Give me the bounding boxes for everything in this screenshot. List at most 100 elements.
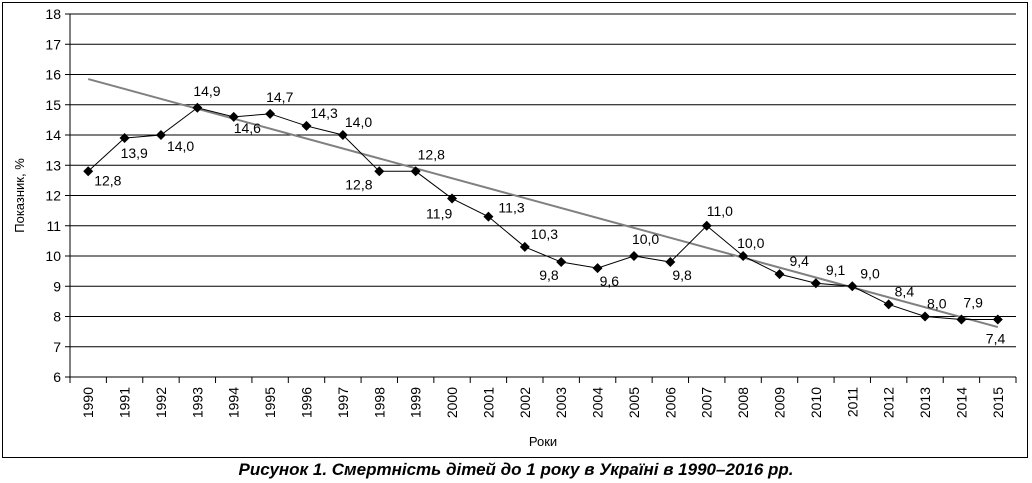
x-tick-label: 2010 [808, 387, 824, 418]
x-tick-label: 1993 [189, 387, 205, 418]
data-point [83, 166, 94, 177]
data-point [556, 257, 567, 268]
x-tick-label: 1998 [371, 387, 387, 418]
data-point [265, 108, 276, 119]
data-label: 14,0 [345, 114, 372, 130]
x-tick-label: 1994 [226, 387, 242, 418]
data-point [519, 241, 530, 252]
x-tick-label: 1990 [80, 387, 96, 418]
x-tick-label: 2005 [626, 387, 642, 418]
data-label: 9,0 [860, 265, 880, 281]
data-point [701, 220, 712, 231]
x-tick-label: 1996 [299, 387, 315, 418]
x-tick-label: 1995 [262, 387, 278, 418]
x-tick-label: 2009 [772, 387, 788, 418]
series-layer [83, 102, 1003, 325]
y-tick-label: 8 [53, 309, 61, 325]
x-tick-label: 2013 [917, 387, 933, 418]
x-tick-label: 1997 [335, 387, 351, 418]
data-labels: 12,813,9 14,014,914,614,714,314,012,812,8… [94, 83, 1005, 347]
data-point [337, 130, 348, 140]
data-label: 10,0 [737, 235, 764, 251]
data-label: 7,4 [986, 331, 1006, 347]
data-label: 9,8 [539, 267, 559, 283]
data-point [883, 299, 894, 310]
x-tick-label: 2003 [553, 387, 569, 418]
y-tick-label: 18 [45, 6, 61, 22]
x-tick-label: 2000 [444, 387, 460, 418]
x-tick-label: 2004 [590, 387, 606, 418]
data-label: 9,6 [600, 273, 620, 289]
y-tick-label: 9 [53, 278, 61, 294]
data-point [155, 130, 166, 140]
x-tick-label: 1991 [117, 387, 133, 418]
axes [65, 13, 1017, 383]
data-label: 14,6 [234, 120, 261, 136]
data-label: 13,9 [121, 145, 148, 161]
y-tick-label: 11 [46, 218, 61, 234]
y-tick-label: 7 [53, 339, 61, 355]
x-tick-label: 2011 [844, 387, 860, 417]
data-point [956, 314, 967, 325]
y-axis-tick-labels: 6 7 8 9 10 11 12 13 14 15 16 17 18 [45, 6, 61, 385]
data-label: 10,0 [632, 231, 659, 247]
data-point [447, 193, 458, 204]
trendline-layer [87, 78, 999, 329]
x-axis-tick-labels: 1990 1991 1992 1993 1994 1995 1996 1997 1998 1999… [80, 387, 1006, 418]
y-tick-label: 12 [45, 188, 61, 204]
x-tick-label: 2012 [881, 387, 897, 418]
x-tick-label: 2001 [480, 387, 496, 418]
data-label: 10,3 [531, 226, 558, 242]
data-point [810, 278, 821, 289]
data-label: 14,7 [266, 89, 293, 105]
data-point [920, 311, 931, 322]
data-point [192, 102, 203, 113]
x-tick-label: 2002 [517, 387, 533, 418]
data-label: 9,4 [790, 253, 810, 269]
y-tick-label: 14 [45, 127, 61, 143]
data-label: 12,8 [94, 172, 121, 188]
data-label: 14,9 [193, 83, 220, 99]
data-label: 14,0 [167, 138, 194, 154]
y-tick-label: 17 [45, 36, 61, 52]
data-label: 8,0 [927, 296, 947, 312]
data-point [374, 166, 385, 177]
y-tick-label: 6 [53, 369, 61, 385]
data-point [665, 257, 676, 268]
data-label: 7,9 [963, 295, 983, 311]
y-tick-label: 15 [45, 97, 61, 113]
data-point [992, 314, 1003, 325]
x-axis-title: Роки [529, 434, 557, 449]
data-label: 11,3 [498, 200, 524, 216]
x-tick-label: 2006 [662, 387, 678, 418]
data-point [119, 133, 130, 144]
y-tick-label: 16 [45, 67, 61, 83]
data-point [228, 111, 239, 122]
data-point [774, 269, 785, 280]
data-point [738, 251, 749, 261]
x-tick-label: 2008 [735, 387, 751, 418]
x-tick-label: 2014 [953, 387, 969, 418]
chart-frame [2, 2, 1028, 458]
data-label: 14,3 [311, 105, 338, 121]
data-point [628, 251, 639, 261]
data-label: 11,9 [426, 206, 452, 222]
linear-trendline [87, 78, 999, 329]
data-label: 9,1 [826, 262, 846, 278]
data-label: 11,0 [707, 203, 733, 219]
y-axis-title: Показник, % [12, 158, 27, 233]
x-tick-label: 2015 [990, 387, 1006, 418]
data-point [592, 263, 603, 274]
x-tick-label: 1999 [408, 387, 424, 418]
x-tick-label: 1992 [153, 387, 169, 418]
data-point [410, 166, 421, 177]
data-label: 9,8 [672, 267, 692, 283]
data-point [483, 211, 494, 222]
data-point [301, 120, 312, 131]
data-point [847, 281, 858, 292]
y-tick-label: 10 [45, 248, 61, 264]
data-label: 8,4 [895, 283, 915, 299]
gridlines [70, 13, 1016, 378]
figure-caption: Рисунок 1. Смертність дітей до 1 року в … [238, 460, 794, 479]
